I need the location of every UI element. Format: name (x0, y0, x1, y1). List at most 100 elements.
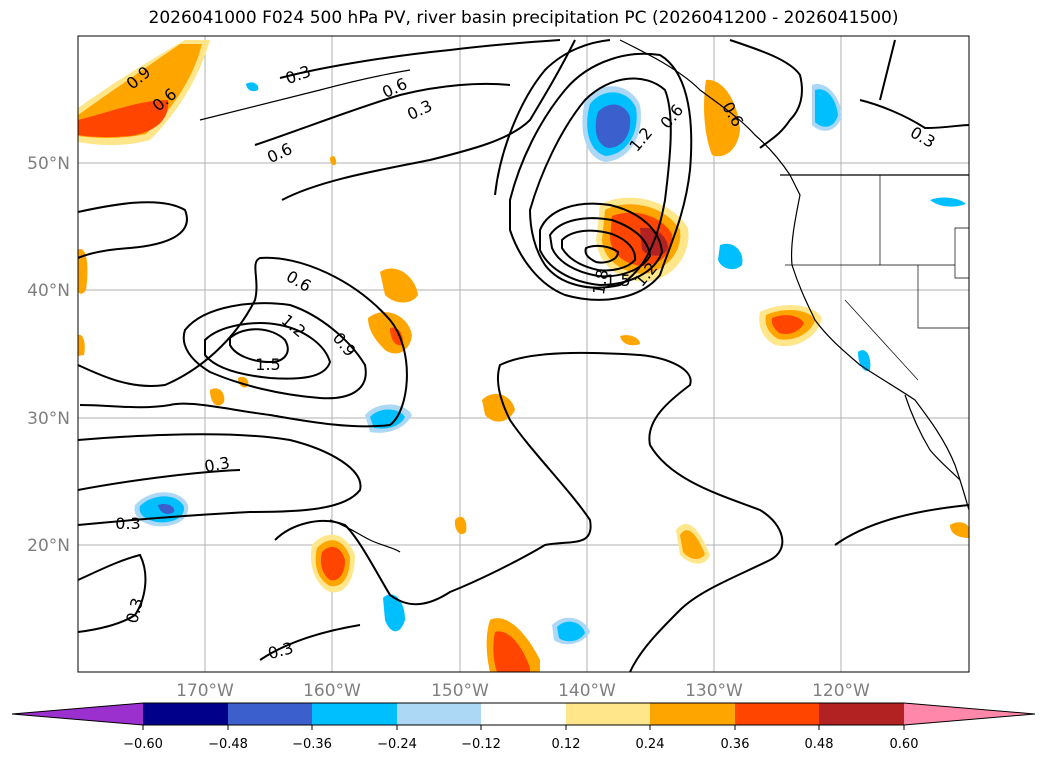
colorbar-segment (228, 703, 312, 725)
lon-label-130w: 130°W (685, 681, 743, 701)
colorbar-tick-label: −0.24 (377, 737, 417, 752)
pv-contour-ridge-west (494, 39, 611, 196)
colorbar-segment (650, 703, 735, 725)
pv-contour-label: 0.3 (115, 514, 140, 533)
colorbar-segment (566, 703, 650, 725)
colorbar-tick-label: −0.60 (123, 737, 163, 752)
lat-label-30n: 30°N (27, 409, 70, 429)
map-panel (78, 36, 969, 672)
colorbar-segment (143, 703, 228, 725)
pv-contour-1-8-low (561, 229, 637, 272)
colorbar: −0.60 −0.48 −0.36 −0.24 −0.12 0.12 0.24 … (11, 702, 1036, 752)
colorbar-tick-label: 0.60 (890, 737, 919, 752)
pv-contour-0-6-north-2 (254, 82, 511, 146)
precip-patch-west-pacific-core (158, 503, 175, 514)
pv-contour-0-6-central (78, 256, 408, 428)
pv-contour-coast-north (729, 39, 803, 149)
longitude-labels: 170°W 160°W 150°W 140°W 130°W 120°W (176, 681, 870, 701)
precip-patch-aleutian-core (78, 100, 169, 138)
pv-contour-0-9-low (528, 77, 672, 289)
precip-patch-n (330, 155, 337, 166)
pv-contour-west (78, 201, 188, 259)
pv-contour-1-2-central (204, 322, 332, 380)
pv-contour-0-6-low (509, 52, 693, 301)
pv-contour-1-2-low (539, 202, 664, 287)
aleutian-islands (199, 69, 411, 121)
state-border-5 (844, 299, 919, 381)
precip-patch-d (454, 516, 467, 535)
colorbar-tick-label: −0.48 (208, 737, 248, 752)
lat-label-20n: 20°N (27, 536, 70, 556)
precip-patch-b-core (390, 327, 403, 346)
colorbar-tick-label: −0.12 (461, 737, 501, 752)
map-frame (77, 35, 970, 673)
colorbar-extend-min (12, 703, 143, 725)
precip-patch-k (78, 249, 88, 294)
pv-contour-1-5-low (548, 217, 652, 278)
precip-patch-rockies (930, 197, 966, 207)
precip-patch-offshore-neg (718, 243, 743, 270)
pv-contour-0-3-south-2 (78, 469, 241, 491)
coastlines (199, 39, 969, 553)
precip-patch-south-east-core (557, 621, 585, 642)
precip-patch-a (380, 268, 418, 303)
state-border-4 (954, 227, 969, 279)
lat-label-50n: 50°N (27, 154, 70, 174)
colorbar-tick-label: 0.48 (805, 737, 834, 752)
precip-patch-j (620, 335, 640, 346)
pv-contour-0-3-south (78, 433, 362, 526)
colorbar-tick-label: 0.12 (552, 737, 581, 752)
colorbar-segment (397, 703, 481, 725)
precip-patch-bering (246, 82, 259, 92)
lon-label-140w: 140°W (558, 681, 616, 701)
north-america-west-coast (619, 39, 969, 511)
precip-patch-gulf-alaska-core (595, 104, 631, 148)
precip-patch-subtropic-core (370, 409, 405, 429)
pv-contour-0-3-south-3 (259, 624, 361, 661)
colorbar-segment (481, 703, 566, 725)
pv-contour-interior (859, 99, 969, 130)
precip-patch-south (383, 594, 405, 632)
pv-contour-0-6-north (281, 39, 576, 201)
pv-contour-label: 1.5 (255, 355, 280, 374)
pv-contour-1-5-central (229, 328, 289, 364)
pv-contour-0-3-sw (78, 553, 147, 633)
baja-coast (904, 394, 961, 481)
precip-patch-g-core (493, 631, 530, 672)
colorbar-tick-label: 0.36 (721, 737, 750, 752)
colorbar-segment (735, 703, 819, 725)
colorbar-tick-label: 0.24 (636, 737, 665, 752)
precip-patch-h (210, 388, 225, 406)
map-title: 2026041000 F024 500 hPa PV, river basin … (148, 8, 899, 28)
colorbar-segment (819, 703, 904, 725)
pv-contour-0-3-north (279, 39, 561, 79)
precip-patch-e-core (680, 530, 705, 560)
state-border-3 (917, 265, 969, 329)
pv-contour-0-9-central (182, 302, 367, 400)
colorbar-extend-max (904, 703, 1035, 725)
colorbar-tick-label: −0.36 (292, 737, 332, 752)
precip-patch-m (950, 522, 969, 538)
pv-contour-label: 1.8 (589, 268, 612, 296)
lat-label-40n: 40°N (27, 281, 70, 301)
pv-contour-interior-2 (879, 39, 896, 101)
latitude-labels: 50°N 40°N 30°N 20°N (27, 154, 70, 556)
pv-contour-label: 1.5 (605, 271, 630, 290)
lon-label-150w: 150°W (431, 681, 489, 701)
pv-contours (78, 39, 969, 672)
pv-contour-label: 0.3 (203, 453, 231, 476)
hawaii-islands (329, 519, 401, 553)
lon-label-120w: 120°W (812, 681, 870, 701)
precip-patch-california-core (771, 315, 804, 334)
pv-contour-0-3-mexico (834, 504, 969, 546)
state-borders (785, 175, 969, 381)
precip-patch-l (78, 334, 85, 356)
lon-label-160w: 160°W (303, 681, 361, 701)
pv-contour-0-3-trough (274, 351, 784, 672)
pv-contour-2-1-low (584, 244, 620, 264)
lon-label-170w: 170°W (176, 681, 234, 701)
precip-patch-interior-core (815, 89, 838, 127)
precip-patch-f-core (320, 546, 345, 581)
colorbar-segment (312, 703, 397, 725)
